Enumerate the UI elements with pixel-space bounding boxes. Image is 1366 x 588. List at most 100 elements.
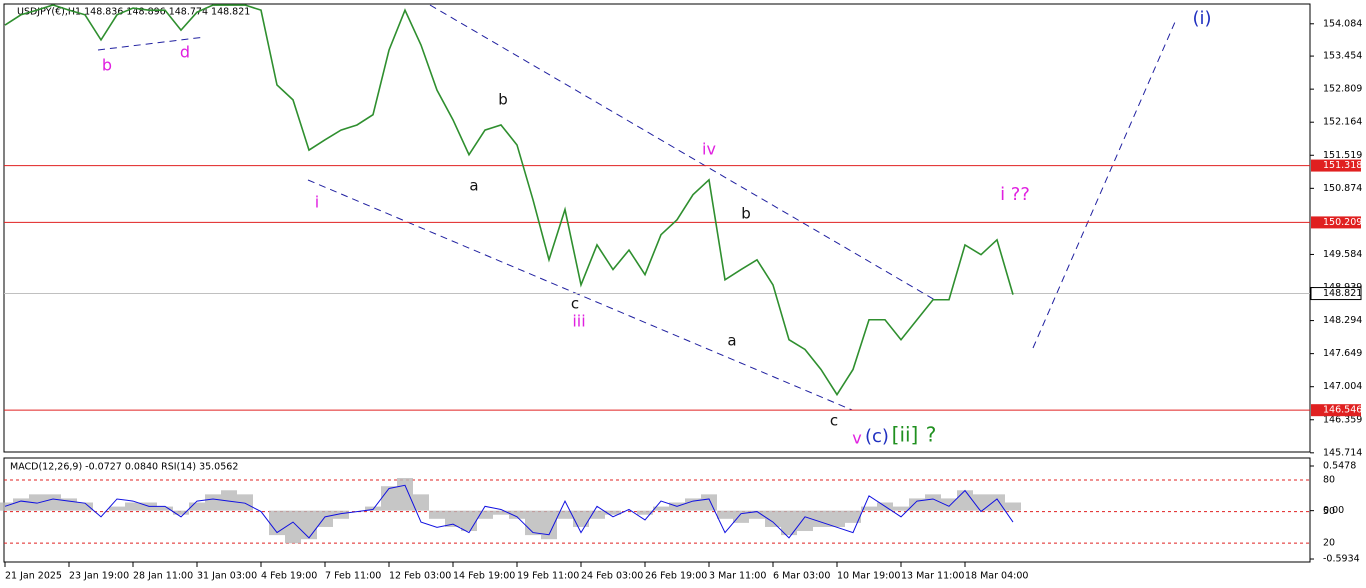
x-tick-label: 21 Jan 2025 xyxy=(5,571,62,582)
x-tick-label: 6 Mar 03:00 xyxy=(773,571,830,582)
macd-bar xyxy=(765,510,781,527)
macd-bar xyxy=(13,498,29,511)
macd-bar xyxy=(397,478,413,511)
macd-bar xyxy=(845,510,861,523)
y-tick-label: 146.359 xyxy=(1323,414,1362,425)
x-tick-label: 18 Mar 04:00 xyxy=(965,571,1028,582)
x-tick-label: 12 Feb 03:00 xyxy=(389,571,451,582)
macd-bar xyxy=(525,510,541,536)
wave-label: a xyxy=(727,332,736,350)
wave-label: (i) xyxy=(1192,8,1211,29)
macd-bar xyxy=(717,510,733,519)
wave-label: b xyxy=(741,205,751,223)
y-tick-label: 152.164 xyxy=(1323,117,1362,128)
y-tick-label: 147.649 xyxy=(1323,348,1362,359)
macd-bar xyxy=(989,494,1005,511)
macd-bar xyxy=(477,510,493,519)
macd-bar xyxy=(77,502,93,511)
y-tick-label: 154.084 xyxy=(1323,18,1362,29)
wave-label: ? xyxy=(926,423,937,447)
macd-bar xyxy=(509,510,525,519)
y-tick-label: 149.584 xyxy=(1323,249,1362,260)
macd-bar xyxy=(445,510,461,527)
macd-bar xyxy=(813,510,829,527)
macd-bar xyxy=(973,494,989,511)
x-tick-label: 28 Jan 11:00 xyxy=(133,571,193,582)
macd-bar xyxy=(685,498,701,511)
macd-bar xyxy=(381,486,397,511)
x-tick-label: 3 Mar 11:00 xyxy=(709,571,766,582)
macd-bar xyxy=(45,494,61,511)
macd-bar xyxy=(301,510,317,540)
indicator-header: MACD(12,26,9) -0.0727 0.0840 RSI(14) 35.… xyxy=(10,462,238,473)
line xyxy=(4,484,1014,539)
x-tick-label: 26 Feb 19:00 xyxy=(645,571,707,582)
macd-bar xyxy=(637,510,653,515)
macd-bar xyxy=(29,494,45,511)
macd-bar xyxy=(413,494,429,511)
macd-bar xyxy=(957,490,973,511)
level-label: 151.318 xyxy=(1323,160,1362,171)
y-tick-label: 145.714 xyxy=(1323,447,1362,458)
macd-bar xyxy=(333,510,349,519)
wave-label: b xyxy=(498,91,508,109)
macd-bar xyxy=(189,502,205,511)
macd-bar xyxy=(285,510,301,544)
macd-bar xyxy=(493,510,509,515)
macd-bar xyxy=(125,502,141,511)
symbol-header: USDJPY(€),H1 148.836 148.896 148.774 148… xyxy=(17,7,250,18)
channel-line xyxy=(429,4,936,301)
x-tick-label: 31 Jan 03:00 xyxy=(197,571,257,582)
y2-tick-label: 0.5478 xyxy=(1323,461,1356,472)
wave-label: iii xyxy=(572,312,585,331)
macd-bar xyxy=(925,494,941,511)
y-tick-label: 20 xyxy=(1323,538,1335,549)
macd-bar xyxy=(557,510,573,519)
wave-label: i xyxy=(315,193,319,212)
macd-bar xyxy=(829,510,845,527)
y-tick-label: 80 xyxy=(1323,475,1335,486)
macd-bar xyxy=(701,494,717,511)
wave-label: a xyxy=(469,177,478,195)
wave-label: (c) xyxy=(865,426,889,447)
y-tick-label: 153.454 xyxy=(1323,51,1362,62)
x-tick-label: 24 Feb 03:00 xyxy=(581,571,643,582)
y2-tick-label: 0.00 xyxy=(1323,505,1344,516)
x-tick-label: 7 Feb 11:00 xyxy=(325,571,381,582)
macd-bar xyxy=(941,498,957,511)
y-tick-label: 147.004 xyxy=(1323,381,1362,392)
macd-bar xyxy=(589,510,605,519)
macd-bar xyxy=(237,494,253,511)
y-tick-label: 50 xyxy=(1323,506,1335,517)
macd-bar xyxy=(605,510,621,515)
macd-bar xyxy=(461,510,477,532)
wave-label: d xyxy=(180,43,190,62)
main-frame xyxy=(3,3,1311,453)
wave-label: v xyxy=(852,429,861,448)
macd-bar xyxy=(749,510,765,519)
channel-line xyxy=(307,179,853,411)
x-tick-label: 4 Feb 19:00 xyxy=(261,571,317,582)
level-tag xyxy=(1311,159,1361,172)
macd-bar xyxy=(173,510,189,515)
macd-bar xyxy=(109,506,125,511)
level-label: 146.546 xyxy=(1323,405,1362,416)
wave-label: c xyxy=(571,295,579,313)
macd-bar xyxy=(893,506,909,511)
macd-bar xyxy=(573,510,589,527)
y-tick-label: 152.809 xyxy=(1323,84,1362,95)
macd-bar xyxy=(429,510,445,519)
x-tick-label: 23 Jan 19:00 xyxy=(69,571,129,582)
macd-bar xyxy=(157,506,173,511)
y-tick-label: 150.874 xyxy=(1323,183,1362,194)
last-price-label: 148.821 xyxy=(1323,288,1362,299)
x-tick-label: 14 Feb 19:00 xyxy=(453,571,515,582)
macd-bar xyxy=(221,490,237,511)
wave-label: iv xyxy=(702,140,716,159)
y-tick-label: 151.519 xyxy=(1323,150,1362,161)
x-tick-label: 13 Mar 11:00 xyxy=(901,571,964,582)
macd-bar xyxy=(909,498,925,511)
forecast-line xyxy=(1032,21,1176,349)
level-label: 150.209 xyxy=(1323,217,1362,228)
macd-bar xyxy=(1005,502,1021,511)
